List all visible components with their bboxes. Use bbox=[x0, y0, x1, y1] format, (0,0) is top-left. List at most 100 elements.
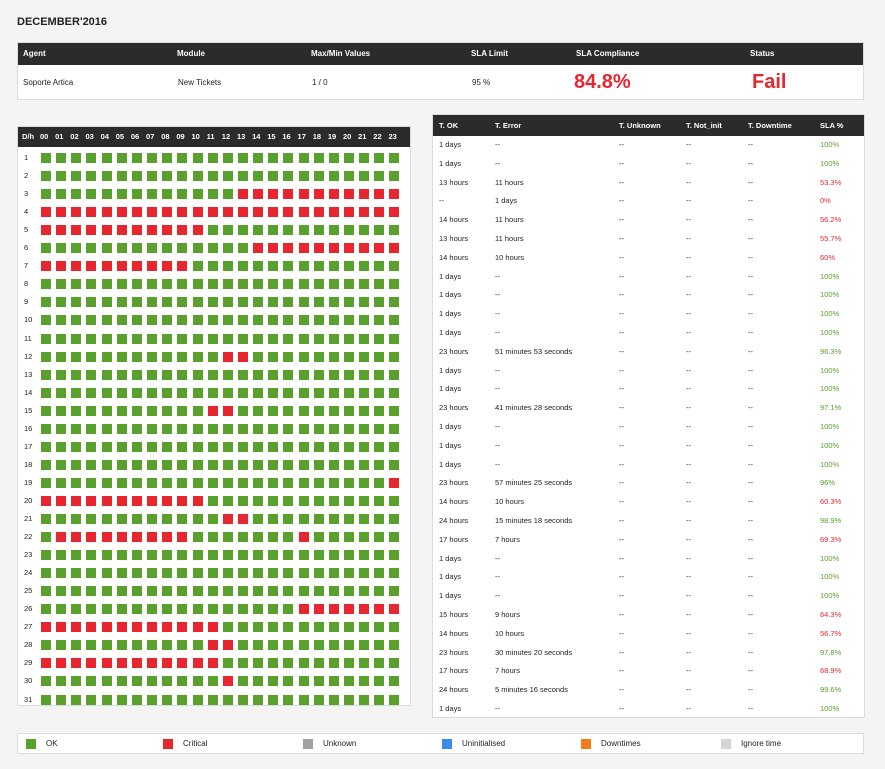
heatmap-cell-ok bbox=[177, 243, 188, 254]
heatmap-cell-critical bbox=[147, 495, 158, 506]
t-ok-cell: 1 days bbox=[439, 290, 462, 300]
sla-percent-cell: 98.9% bbox=[820, 516, 842, 525]
detail-header-row: T. OK T. Error T. Unknown T. Not_init T.… bbox=[433, 115, 864, 136]
heatmap-cell-ok bbox=[374, 477, 385, 488]
heatmap-cell-ok bbox=[298, 225, 309, 236]
heatmap-cell-ok bbox=[131, 676, 142, 687]
heatmap-cell-ok bbox=[283, 694, 294, 705]
sla-percent-cell: 100% bbox=[820, 572, 840, 582]
heatmap-cell-ok bbox=[177, 189, 188, 200]
heatmap-cell-ok bbox=[101, 243, 112, 254]
heatmap-cell-ok bbox=[177, 369, 188, 380]
agent-name: Soporte Artica bbox=[23, 78, 74, 87]
heatmap-cell-ok bbox=[313, 586, 324, 597]
sla-percent-cell: 60% bbox=[820, 252, 836, 262]
heatmap-cell-ok bbox=[177, 423, 188, 434]
t-not-init-cell: -- bbox=[686, 572, 691, 582]
t-ok-cell: 24 hours bbox=[439, 516, 469, 525]
heatmap-cell-ok bbox=[71, 586, 82, 597]
heatmap-cell-ok bbox=[344, 333, 354, 344]
heatmap-cell-ok bbox=[131, 189, 142, 200]
sla-percent-cell: 100% bbox=[820, 384, 840, 394]
heatmap-cell-ok bbox=[131, 568, 142, 579]
heatmap-cell-ok bbox=[162, 171, 173, 182]
heatmap-cell-ok bbox=[162, 405, 173, 416]
t-downtime-cell: -- bbox=[748, 346, 753, 356]
heatmap-cell-ok bbox=[359, 153, 370, 163]
t-error-cell: 9 hours bbox=[495, 610, 521, 619]
t-unknown-cell: -- bbox=[619, 290, 624, 300]
heatmap-cell-ok bbox=[101, 153, 112, 163]
heatmap-cell-critical bbox=[41, 261, 51, 272]
heatmap-cell-ok bbox=[374, 423, 385, 434]
t-downtime-cell: -- bbox=[748, 572, 753, 582]
sla-percent-cell: 68.9% bbox=[820, 666, 842, 676]
heatmap-cell-ok bbox=[359, 441, 370, 452]
legend-swatch bbox=[581, 739, 591, 749]
heatmap-cell-ok bbox=[162, 423, 173, 434]
heatmap-cell-ok bbox=[253, 315, 264, 326]
heatmap-cell-critical bbox=[116, 495, 127, 506]
heatmap-cell-ok bbox=[268, 369, 279, 380]
heatmap-cell-ok bbox=[86, 640, 97, 651]
table-row: 1 days -- -- -- -- 100% bbox=[433, 155, 864, 174]
heatmap-cell-ok bbox=[56, 315, 67, 326]
t-unknown-cell: -- bbox=[619, 196, 624, 206]
heatmap-cell-critical bbox=[86, 532, 97, 543]
heatmap-cell-ok bbox=[86, 387, 97, 398]
heatmap-cell-ok bbox=[298, 694, 309, 705]
heatmap-cell-ok bbox=[344, 550, 354, 561]
heatmap-cell-ok bbox=[222, 297, 233, 308]
heatmap-cell-ok bbox=[237, 279, 248, 290]
t-not-init-cell: -- bbox=[686, 516, 691, 525]
hour-label: 09 bbox=[176, 132, 185, 141]
heatmap-cell-ok bbox=[237, 387, 248, 398]
heatmap-cell-critical bbox=[389, 207, 400, 218]
heatmap-cell-critical bbox=[162, 622, 173, 633]
heatmap-cell-ok bbox=[116, 477, 127, 488]
heatmap-cell-ok bbox=[71, 279, 82, 290]
day-label: 14 bbox=[24, 387, 33, 397]
heatmap-cell-ok bbox=[298, 369, 309, 380]
heatmap-cell-ok bbox=[86, 315, 97, 326]
heatmap-cell-ok bbox=[268, 153, 279, 163]
heatmap-cell-critical bbox=[71, 261, 82, 272]
heatmap-cell-ok bbox=[71, 243, 82, 254]
t-unknown-cell: -- bbox=[619, 647, 624, 657]
heatmap-cell-critical bbox=[298, 532, 309, 543]
heatmap-cell-ok bbox=[253, 297, 264, 308]
header-module: Module bbox=[177, 49, 205, 58]
heatmap-cell-ok bbox=[344, 297, 354, 308]
heatmap-cell-ok bbox=[71, 333, 82, 344]
t-not-init-cell: -- bbox=[686, 384, 691, 394]
heatmap-cell-ok bbox=[131, 550, 142, 561]
t-error-cell: 10 hours bbox=[495, 628, 525, 638]
t-not-init-cell: -- bbox=[686, 704, 691, 713]
heatmap-cell-ok bbox=[344, 225, 354, 236]
t-error-cell: -- bbox=[495, 290, 500, 300]
heatmap-cell-ok bbox=[283, 441, 294, 452]
t-ok-cell: -- bbox=[439, 196, 444, 206]
heatmap-cell-ok bbox=[56, 243, 67, 254]
heatmap-cell-critical bbox=[344, 604, 354, 615]
heatmap-cell-critical bbox=[101, 658, 112, 669]
t-unknown-cell: -- bbox=[619, 403, 624, 413]
t-not-init-cell: -- bbox=[686, 271, 691, 281]
heatmap-cell-ok bbox=[192, 351, 203, 362]
sla-percent-cell: 100% bbox=[820, 459, 840, 469]
heatmap-cell-ok bbox=[268, 604, 279, 615]
heatmap-cell-ok bbox=[328, 405, 339, 416]
heatmap-cell-critical bbox=[131, 261, 142, 272]
heatmap-cell-ok bbox=[374, 694, 385, 705]
table-row: 24 hours 15 minutes 18 seconds -- -- -- 98.9% bbox=[433, 512, 864, 531]
heatmap-cell-ok bbox=[283, 279, 294, 290]
heatmap-cell-critical bbox=[41, 622, 51, 633]
t-error-cell: 7 hours bbox=[495, 534, 521, 544]
t-ok-cell: 23 hours bbox=[439, 346, 469, 356]
heatmap-cell-critical bbox=[116, 261, 127, 272]
heatmap-cell-ok bbox=[268, 495, 279, 506]
sla-summary-table: Agent Module Max/Min Values SLA Limit SL… bbox=[17, 42, 864, 100]
table-row: 1 days -- -- -- -- 100% bbox=[433, 268, 864, 287]
heatmap-cell-ok bbox=[344, 568, 354, 579]
heatmap-cell-ok bbox=[207, 676, 218, 687]
